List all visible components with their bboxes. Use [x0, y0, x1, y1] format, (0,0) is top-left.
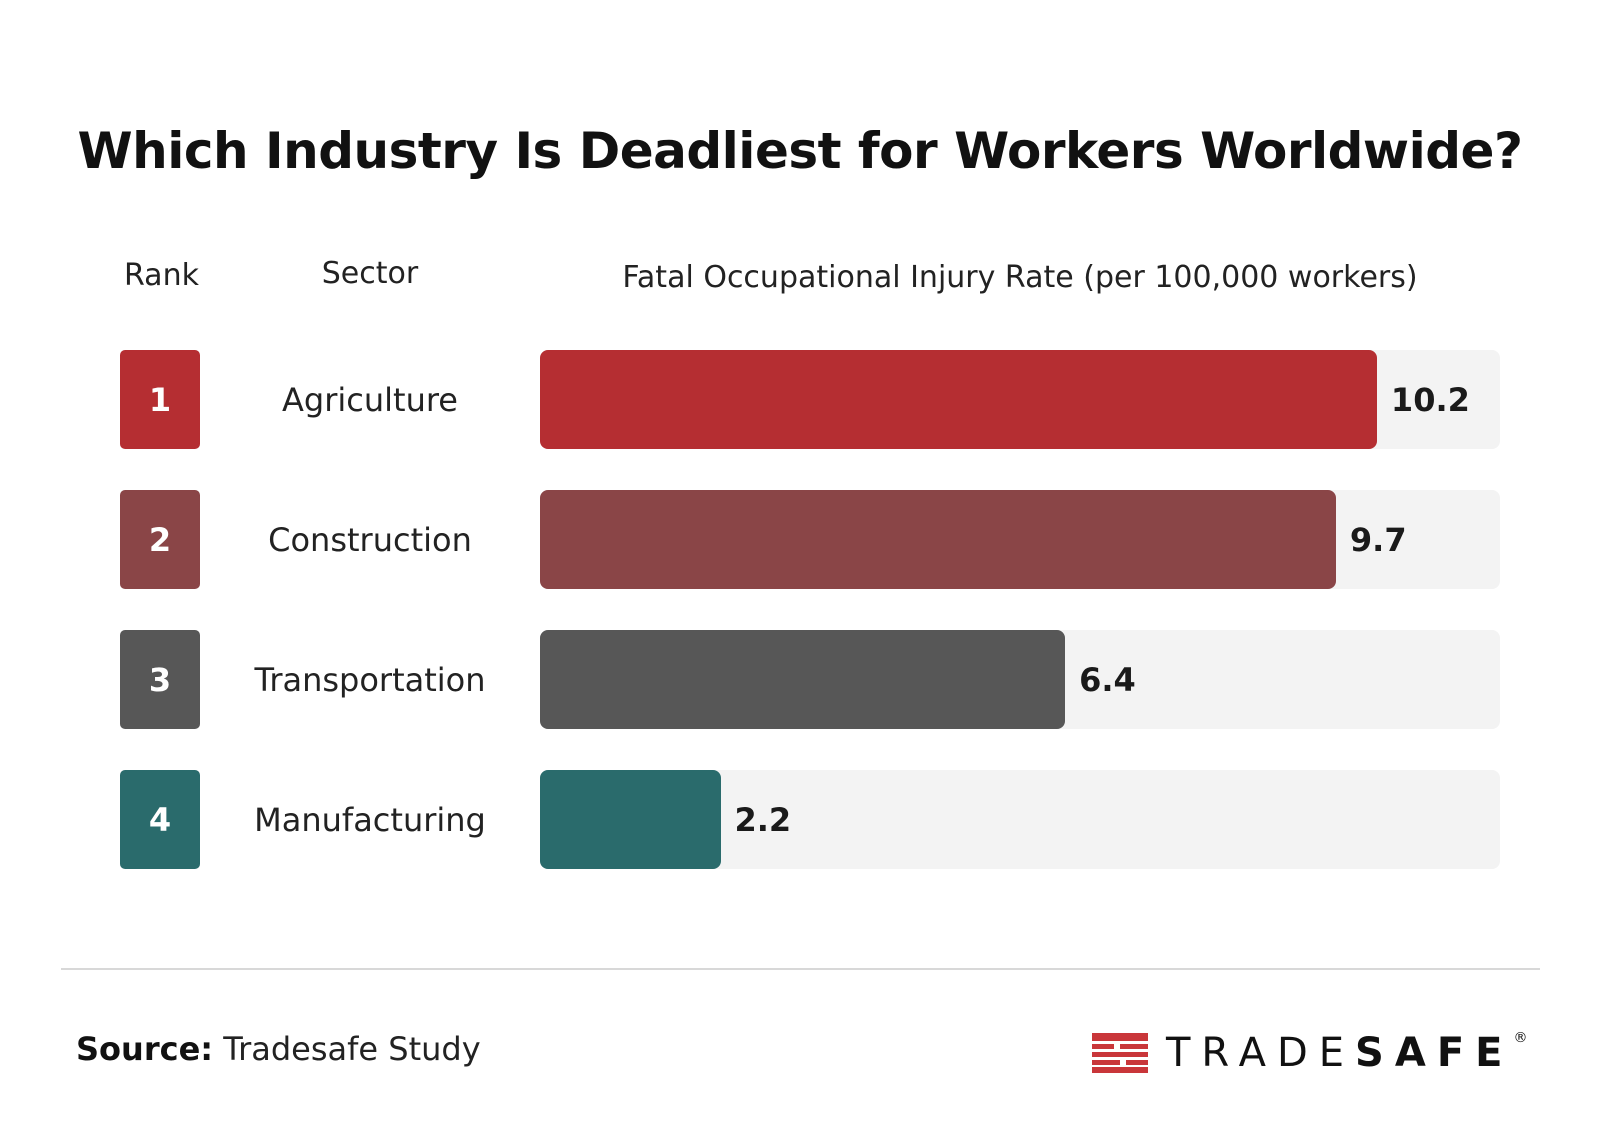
- rank-badge: 1: [120, 350, 200, 449]
- divider: [61, 968, 1540, 970]
- sector-label: Transportation: [254, 660, 486, 699]
- bar: [540, 630, 1066, 729]
- rank-badge: 4: [120, 770, 200, 869]
- bar-track: 2.2: [540, 770, 1500, 869]
- sector-label: Construction: [268, 520, 472, 559]
- source-label: Source:: [76, 1030, 214, 1068]
- source-text: Tradesafe Study: [223, 1030, 481, 1068]
- tradesafe-logo: TRADESAFE®: [1092, 1030, 1527, 1076]
- sector-label: Manufacturing: [254, 800, 486, 839]
- logo-text-bold: SAFE: [1355, 1030, 1514, 1076]
- rank-header: Rank: [124, 258, 199, 293]
- value-label: 6.4: [1079, 660, 1136, 699]
- chart-title: Which Industry Is Deadliest for Workers …: [77, 122, 1523, 180]
- value-label: 9.7: [1349, 520, 1407, 559]
- value-label: 2.2: [734, 800, 792, 839]
- value-label: 10.2: [1390, 380, 1470, 419]
- bar: [540, 350, 1377, 449]
- bar-track: 10.2: [540, 350, 1500, 449]
- logo-text-light: TRADE: [1166, 1030, 1356, 1076]
- tradesafe-logo-icon: [1092, 1033, 1148, 1073]
- source-note: Source: Tradesafe Study: [76, 1030, 481, 1068]
- sector-header: Sector: [321, 256, 419, 291]
- bar: [540, 770, 721, 869]
- bar: [540, 490, 1336, 589]
- logo-wordmark: TRADESAFE®: [1166, 1030, 1527, 1076]
- registered-mark: ®: [1513, 1030, 1528, 1046]
- value-header: Fatal Occupational Injury Rate (per 100,…: [622, 260, 1418, 295]
- rank-badge: 3: [120, 630, 200, 729]
- bar-track: 6.4: [540, 630, 1500, 729]
- bar-track: 9.7: [540, 490, 1500, 589]
- sector-label: Agriculture: [282, 380, 458, 419]
- rank-badge: 2: [120, 490, 200, 589]
